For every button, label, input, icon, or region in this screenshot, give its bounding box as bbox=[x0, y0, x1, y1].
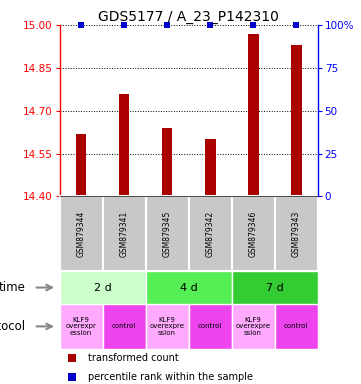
Text: KLF9
overexpre
ssion: KLF9 overexpre ssion bbox=[236, 317, 271, 336]
Bar bbox=[60, 197, 103, 271]
Bar bbox=[291, 45, 301, 197]
Bar bbox=[232, 271, 318, 304]
Text: control: control bbox=[112, 323, 136, 329]
Bar bbox=[275, 304, 318, 349]
Text: GSM879342: GSM879342 bbox=[206, 211, 215, 257]
Text: GSM879341: GSM879341 bbox=[119, 211, 129, 257]
Text: 4 d: 4 d bbox=[180, 283, 197, 293]
Text: GSM879346: GSM879346 bbox=[249, 211, 258, 257]
Bar bbox=[248, 33, 258, 197]
Text: KLF9
overexpre
ssion: KLF9 overexpre ssion bbox=[149, 317, 184, 336]
Bar bbox=[232, 304, 275, 349]
Bar bbox=[76, 134, 86, 197]
Text: KLF9
overexpr
ession: KLF9 overexpr ession bbox=[66, 317, 96, 336]
Text: control: control bbox=[198, 323, 222, 329]
Bar bbox=[162, 128, 173, 197]
Bar bbox=[188, 197, 232, 271]
Text: protocol: protocol bbox=[0, 320, 26, 333]
Bar bbox=[145, 304, 188, 349]
Title: GDS5177 / A_23_P142310: GDS5177 / A_23_P142310 bbox=[98, 10, 279, 24]
Text: GSM879343: GSM879343 bbox=[292, 211, 301, 257]
Bar bbox=[119, 94, 130, 197]
Bar bbox=[205, 139, 216, 197]
Bar bbox=[103, 304, 145, 349]
Bar bbox=[145, 197, 188, 271]
Text: 2 d: 2 d bbox=[94, 283, 112, 293]
Text: control: control bbox=[284, 323, 308, 329]
Text: time: time bbox=[0, 281, 26, 294]
Text: GSM879345: GSM879345 bbox=[162, 211, 171, 257]
Text: GSM879344: GSM879344 bbox=[77, 211, 86, 257]
Bar bbox=[275, 197, 318, 271]
Bar bbox=[103, 197, 145, 271]
Bar bbox=[60, 304, 103, 349]
Bar bbox=[60, 271, 145, 304]
Bar bbox=[232, 197, 275, 271]
Text: transformed count: transformed count bbox=[88, 353, 179, 363]
Bar bbox=[188, 304, 232, 349]
Bar bbox=[145, 271, 232, 304]
Text: percentile rank within the sample: percentile rank within the sample bbox=[88, 372, 253, 382]
Text: 7 d: 7 d bbox=[266, 283, 283, 293]
